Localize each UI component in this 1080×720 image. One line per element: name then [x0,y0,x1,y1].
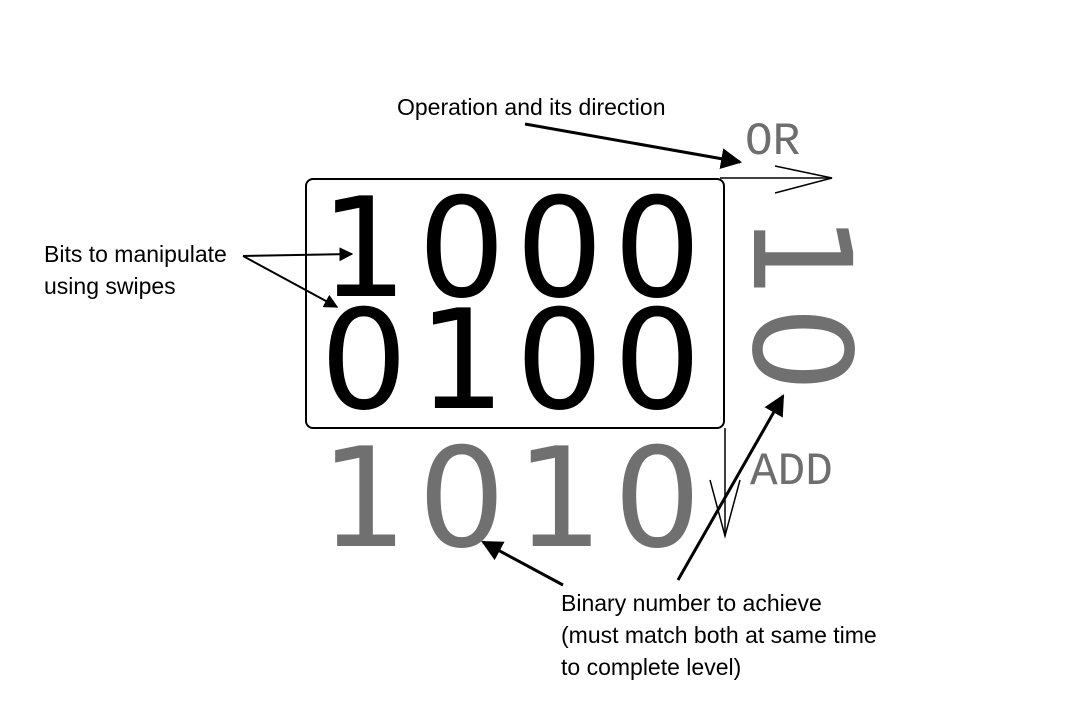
bit-row-2[interactable]: 0100 [320,280,712,441]
annotation-target-line-1: Binary number to achieve [561,590,822,616]
operation-or-label: OR [745,116,801,168]
annotation-operation: Operation and its direction [397,91,666,123]
callout-arrow-operation [524,122,743,170]
operation-add-label: ADD [750,446,833,498]
add-direction-arrow [709,428,741,539]
callout-arrow-target-horizontal [481,540,564,587]
annotation-target: Binary number to achieve (must match bot… [561,587,877,683]
annotation-bits: Bits to manipulate using swipes [44,238,227,302]
callout-arrow-bits-row-2 [242,255,339,308]
callout-arrow-bits-row-1 [242,247,354,262]
annotation-bits-line-1: Bits to manipulate [44,241,227,267]
callout-arrow-target-vertical [676,394,785,581]
or-direction-arrow [720,165,833,194]
bit-board-frame [305,178,725,429]
bit-row-1[interactable]: 1000 [320,168,712,329]
annotation-operation-text: Operation and its direction [397,94,666,120]
annotation-bits-line-2: using swipes [44,273,176,299]
target-number-horizontal: 1010 [320,418,712,579]
annotation-target-line-2: (must match both at same time [561,622,877,648]
annotation-target-line-3: to complete level) [561,654,742,680]
